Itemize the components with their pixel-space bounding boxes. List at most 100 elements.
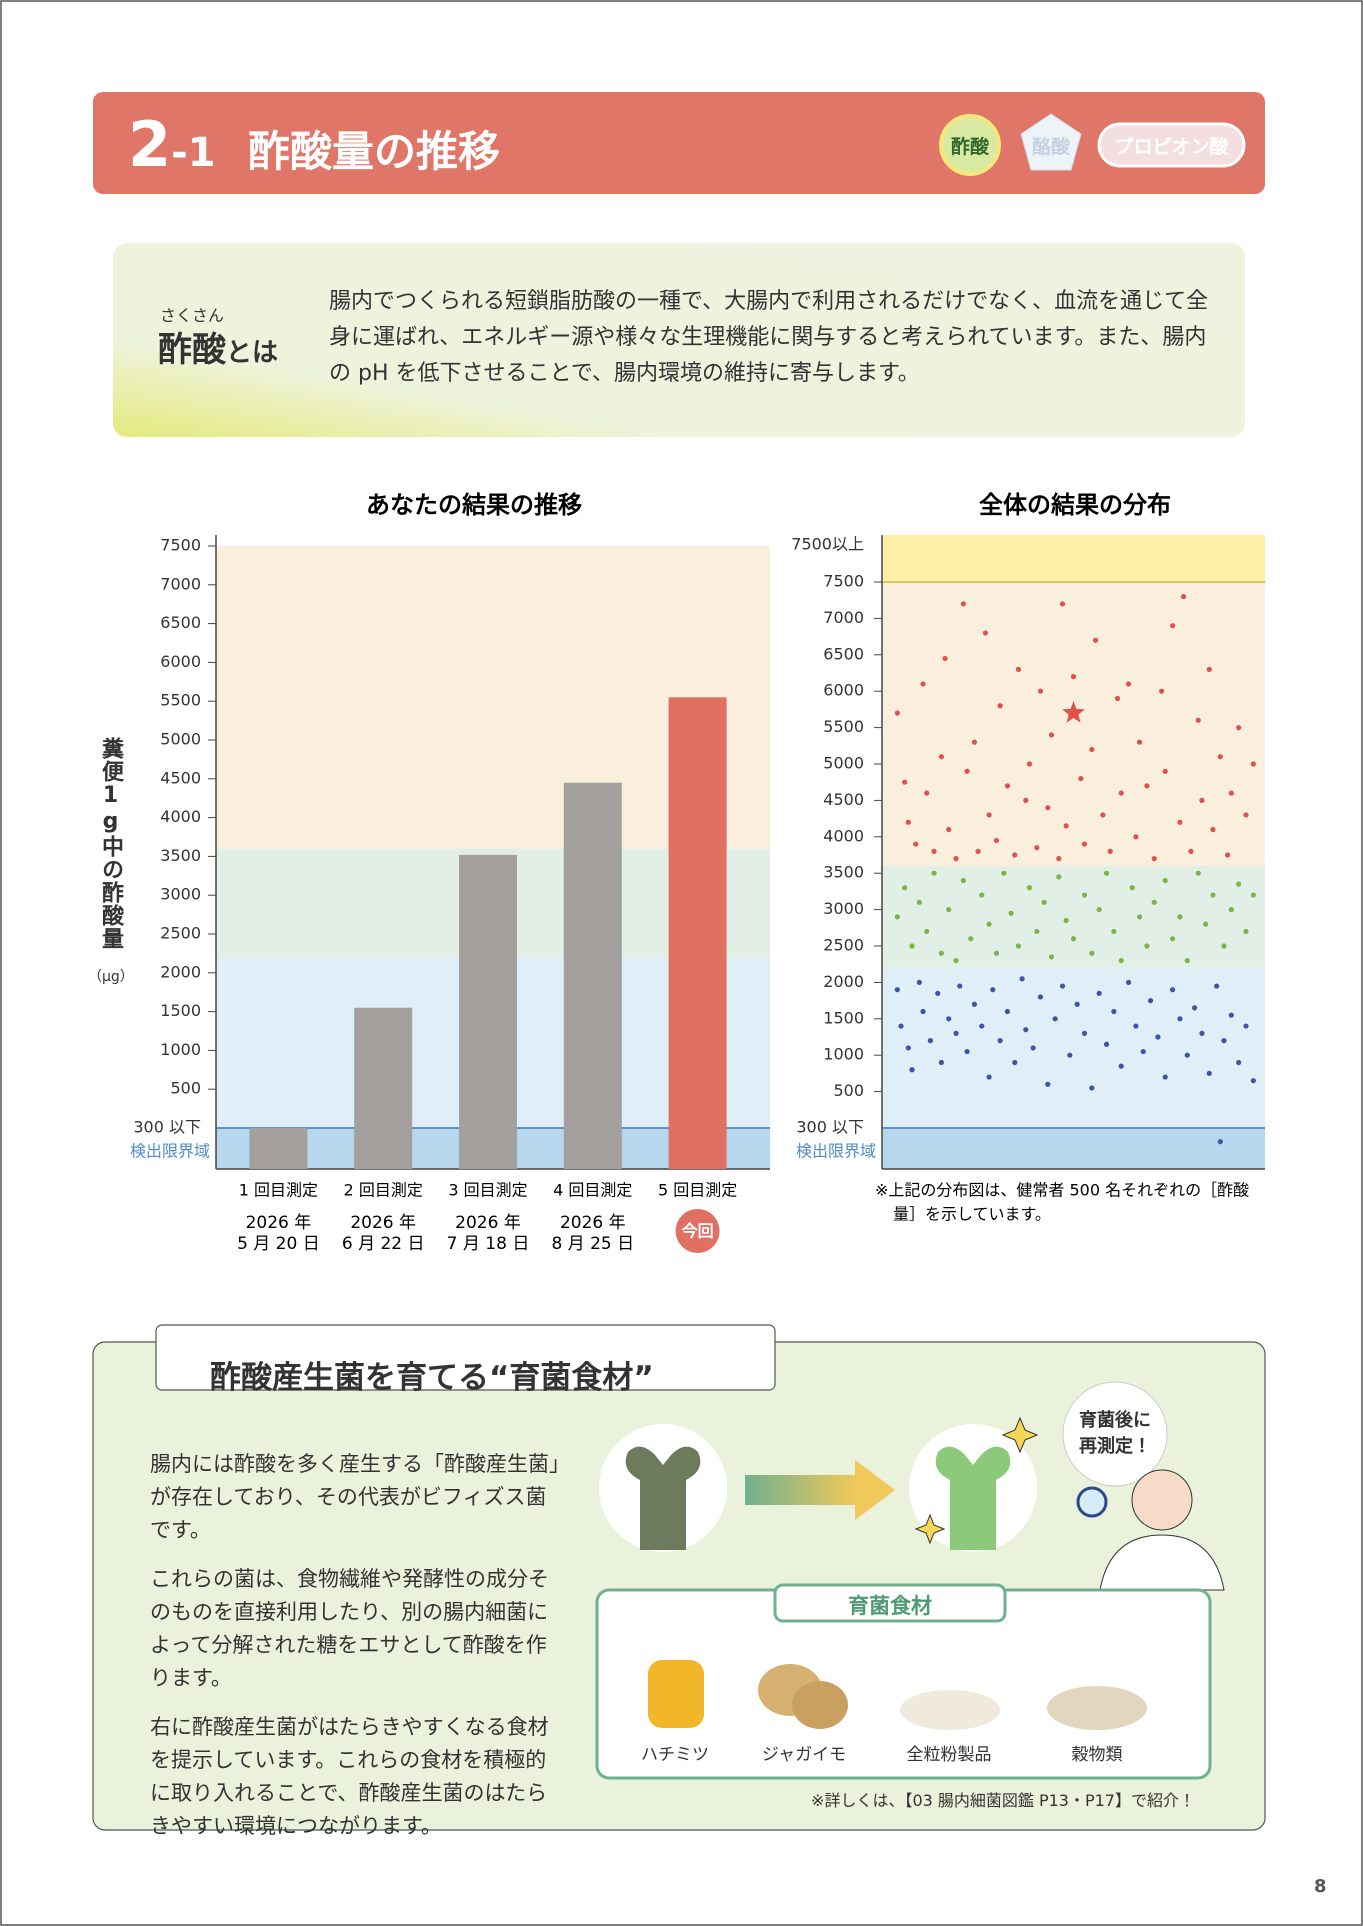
x-tick-label: 2 回目測定 bbox=[344, 1181, 423, 1200]
point bbox=[1103, 1041, 1110, 1047]
y-tick-label: 2500 bbox=[823, 936, 864, 955]
lower-limit-label: 300 以下 bbox=[796, 1118, 864, 1137]
point bbox=[1015, 666, 1022, 672]
point bbox=[982, 630, 989, 636]
point bbox=[1026, 761, 1033, 767]
date-label: 6 月 22 日 bbox=[342, 1234, 425, 1254]
point bbox=[1250, 892, 1256, 898]
point bbox=[1081, 841, 1088, 847]
point bbox=[938, 950, 944, 956]
point bbox=[971, 1001, 978, 1007]
point bbox=[1056, 874, 1062, 880]
point bbox=[1217, 754, 1223, 760]
y-tick-label: 7500 bbox=[160, 536, 201, 555]
x-tick-label: 4 回目測定 bbox=[553, 1181, 632, 1200]
point bbox=[1111, 928, 1117, 935]
bubble-line: 再測定！ bbox=[1079, 1436, 1151, 1457]
point bbox=[1177, 1016, 1183, 1022]
point bbox=[1217, 1139, 1223, 1145]
point bbox=[1019, 976, 1025, 982]
date-label: 2026 年 bbox=[246, 1213, 312, 1233]
point bbox=[1078, 775, 1084, 782]
x-tick-label: 5 回目測定 bbox=[658, 1181, 737, 1200]
point bbox=[1188, 848, 1194, 854]
point bbox=[1199, 1030, 1205, 1036]
food-name: 全粒粉製品 bbox=[906, 1745, 992, 1765]
food-name: 穀物類 bbox=[1071, 1745, 1123, 1765]
person-body bbox=[1099, 1534, 1225, 1591]
point bbox=[960, 601, 967, 607]
date-label: 2026 年 bbox=[455, 1213, 521, 1233]
definition-term: 酢酸とは bbox=[158, 322, 278, 371]
point bbox=[938, 1059, 944, 1066]
point bbox=[1243, 928, 1249, 935]
point bbox=[916, 899, 922, 905]
paragraph: これらの菌は、食物繊維や発酵性の成分そのものを直接利用したり、別の腸内細菌によっ… bbox=[150, 1567, 549, 1690]
chart-note: ※上記の分布図は、健常者 500 名それぞれの［酢酸 bbox=[875, 1181, 1249, 1200]
point bbox=[1144, 783, 1150, 789]
point bbox=[1074, 1001, 1080, 1007]
point bbox=[1048, 732, 1055, 738]
food-flour bbox=[900, 1690, 1000, 1730]
point bbox=[1089, 1085, 1095, 1091]
y-tick-label: 4000 bbox=[160, 807, 201, 826]
point bbox=[1136, 914, 1143, 920]
point bbox=[1169, 936, 1176, 942]
y-tick-label: 7500 bbox=[823, 572, 864, 591]
point bbox=[1140, 1048, 1146, 1055]
y-tick-label: 3500 bbox=[160, 846, 201, 865]
point bbox=[1096, 907, 1102, 913]
bacteria-sad bbox=[625, 1446, 701, 1550]
point bbox=[1136, 739, 1143, 745]
detection-zone-label: 検出限界域 bbox=[796, 1142, 876, 1161]
y-tick-label: 6500 bbox=[160, 613, 201, 632]
point bbox=[935, 990, 941, 996]
point bbox=[1206, 666, 1212, 672]
point bbox=[1155, 1034, 1161, 1040]
y-tick-label: 4500 bbox=[160, 768, 201, 787]
y-tick-label: 3000 bbox=[160, 885, 201, 904]
point bbox=[1100, 812, 1106, 818]
point bbox=[1133, 834, 1139, 840]
y-tick-label: 500 bbox=[170, 1079, 201, 1098]
y-tick-label: 6000 bbox=[160, 652, 201, 671]
point bbox=[997, 703, 1003, 709]
foods-title: 育菌食材 bbox=[848, 1594, 932, 1618]
section-text: 腸内には酢酸を多く産生する「酢酸産生菌」が存在しており、その代表がビフィズス菌で… bbox=[150, 1448, 560, 1843]
definition-text: 腸内でつくられる短鎖脂肪酸の一種で、大腸内で利用されるだけでなく、血流を通じて全… bbox=[329, 289, 1209, 386]
point bbox=[1048, 954, 1055, 960]
date-label: 2026 年 bbox=[350, 1213, 416, 1233]
point bbox=[1034, 845, 1040, 851]
y-tick-label: 3500 bbox=[823, 863, 864, 882]
speech-bubble bbox=[1062, 1381, 1168, 1487]
current-label: 今回 bbox=[682, 1222, 714, 1241]
point bbox=[1169, 623, 1176, 629]
point bbox=[1041, 899, 1047, 905]
point bbox=[1225, 852, 1231, 858]
point bbox=[1177, 819, 1183, 825]
point bbox=[971, 739, 978, 745]
point bbox=[1250, 1078, 1256, 1084]
chart-title: あなたの結果の推移 bbox=[366, 491, 582, 519]
point bbox=[946, 1016, 952, 1022]
y-tick-label: 1000 bbox=[823, 1045, 864, 1064]
point bbox=[1206, 1070, 1212, 1076]
point bbox=[1151, 899, 1157, 905]
section-title-box bbox=[155, 1324, 776, 1391]
sparkle bbox=[914, 1513, 946, 1545]
point bbox=[894, 710, 900, 716]
point bbox=[1059, 983, 1066, 989]
point bbox=[1214, 983, 1220, 989]
sparkle bbox=[1001, 1416, 1039, 1454]
point bbox=[1023, 1027, 1029, 1033]
detection-zone bbox=[882, 1128, 1265, 1169]
zone bbox=[882, 865, 1265, 968]
date-label: 8 月 25 日 bbox=[551, 1234, 634, 1254]
point bbox=[1133, 1023, 1139, 1029]
bacteria-happy bbox=[935, 1446, 1011, 1550]
point bbox=[1236, 1059, 1242, 1066]
point bbox=[1144, 943, 1150, 949]
upper-limit-label: 7500以上 bbox=[791, 535, 864, 554]
point bbox=[1210, 892, 1216, 898]
